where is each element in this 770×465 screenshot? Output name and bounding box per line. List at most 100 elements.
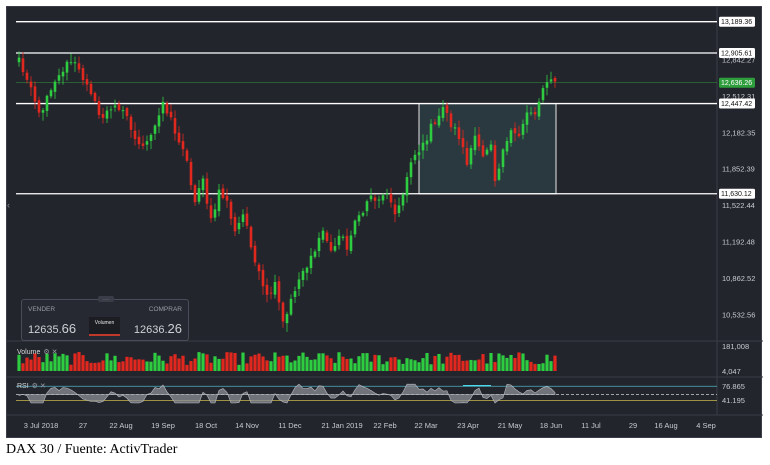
candle-body — [245, 213, 249, 226]
sell-price[interactable]: 12635.66 — [28, 321, 76, 336]
candle-body — [297, 279, 301, 289]
candle-body — [149, 134, 153, 141]
candle-body — [45, 95, 49, 111]
volume-bar — [253, 354, 257, 371]
volume-bar — [73, 353, 77, 371]
time-tick-label: 18 Jun — [540, 421, 563, 430]
time-tick-label: 27 — [79, 421, 87, 430]
price-tick-label: 11,852.39 — [722, 165, 755, 174]
volume-button[interactable]: Volumen — [89, 317, 120, 336]
volume-bar — [29, 359, 33, 371]
candle-body — [217, 189, 221, 212]
volume-bar — [109, 360, 113, 371]
candle-body — [177, 132, 181, 143]
candle-body — [89, 83, 93, 95]
volume-bar — [313, 359, 317, 371]
candle-body — [85, 79, 89, 85]
volume-bar — [85, 361, 89, 371]
time-tick-label: 3 Jul 2018 — [24, 421, 59, 430]
candle-body — [493, 145, 497, 182]
level-tag-label: 13,189.36 — [721, 19, 752, 26]
volume-bar — [405, 358, 409, 371]
volume-bar — [77, 352, 81, 371]
volume-bar — [157, 355, 161, 371]
volume-settings-icon[interactable]: ⚙ ✕ — [43, 349, 58, 356]
volume-bar — [429, 364, 433, 371]
candle-body — [453, 127, 457, 129]
candle-body — [469, 148, 473, 165]
volume-bar — [489, 352, 493, 371]
candle-body — [77, 63, 81, 70]
rsi-settings-icon[interactable]: ⚙ ✕ — [31, 383, 46, 390]
volume-bar — [229, 352, 233, 371]
rsi-area — [18, 383, 556, 404]
volume-bar — [145, 361, 149, 371]
candle-body — [473, 135, 477, 151]
time-tick-label: 16 Aug — [654, 421, 677, 430]
candle-body — [205, 178, 209, 204]
candle-body — [421, 142, 425, 151]
candle-body — [465, 147, 469, 165]
volume-bar — [33, 353, 37, 371]
candle-body — [441, 107, 445, 118]
volume-bar — [401, 363, 405, 371]
candle-body — [189, 161, 193, 186]
volume-bar — [265, 360, 269, 371]
volume-bar — [417, 362, 421, 371]
volume-bar — [521, 353, 525, 371]
candle-body — [317, 237, 321, 252]
candle-body — [413, 154, 417, 161]
candle-body — [369, 195, 373, 200]
candle-body — [525, 112, 529, 125]
volume-bar — [105, 353, 109, 371]
volume-bar — [473, 360, 477, 371]
volume-bar — [389, 357, 393, 371]
candle-body — [105, 110, 109, 119]
volume-bar — [537, 363, 541, 371]
volume-tick-label: 181,008 — [722, 342, 749, 351]
volume-bar — [257, 353, 261, 371]
candle-body — [97, 100, 101, 115]
candle-body — [285, 314, 289, 324]
candle-body — [357, 215, 361, 222]
candle-body — [549, 79, 553, 82]
sell-price-main: 12635. — [28, 324, 62, 336]
widget-drag-handle[interactable]: ----- — [98, 296, 114, 302]
candle-body — [17, 57, 21, 63]
candle-body — [377, 199, 381, 201]
volume-bar — [545, 354, 549, 371]
candle-body — [345, 235, 349, 250]
volume-bar — [81, 355, 85, 371]
candle-body — [329, 242, 333, 251]
volume-bar — [553, 355, 557, 371]
time-tick-label: 21 May — [498, 421, 523, 430]
volume-bar — [357, 356, 361, 371]
candle-body — [405, 177, 409, 196]
horizontal-levels[interactable] — [16, 21, 717, 195]
candle-body — [117, 103, 121, 111]
buy-price[interactable]: 12636.26 — [134, 321, 182, 336]
volume-bar — [433, 355, 437, 371]
scroll-left-icon[interactable]: ‹ — [7, 200, 10, 210]
candle-body — [325, 232, 329, 242]
candle-body — [161, 101, 165, 114]
candle-body — [25, 72, 29, 80]
candle-body — [361, 212, 365, 216]
volume-pane-label: Volume ⚙ ✕ — [17, 348, 57, 356]
price-tick-label: 12,842.27 — [722, 55, 755, 64]
volume-bar — [329, 358, 333, 371]
candle-body — [269, 292, 273, 294]
volume-tick-label: 4,047 — [722, 367, 741, 376]
candle-body — [501, 149, 505, 168]
volume-bar — [277, 356, 281, 371]
volume-bar — [137, 359, 141, 371]
candle-body — [121, 110, 125, 112]
volume-bar — [141, 359, 145, 371]
candle-body — [481, 145, 485, 157]
candle-body — [341, 236, 345, 238]
candle-body — [437, 115, 441, 126]
volume-bar — [65, 355, 69, 371]
volume-bar — [89, 362, 93, 371]
candle-body — [141, 143, 145, 146]
